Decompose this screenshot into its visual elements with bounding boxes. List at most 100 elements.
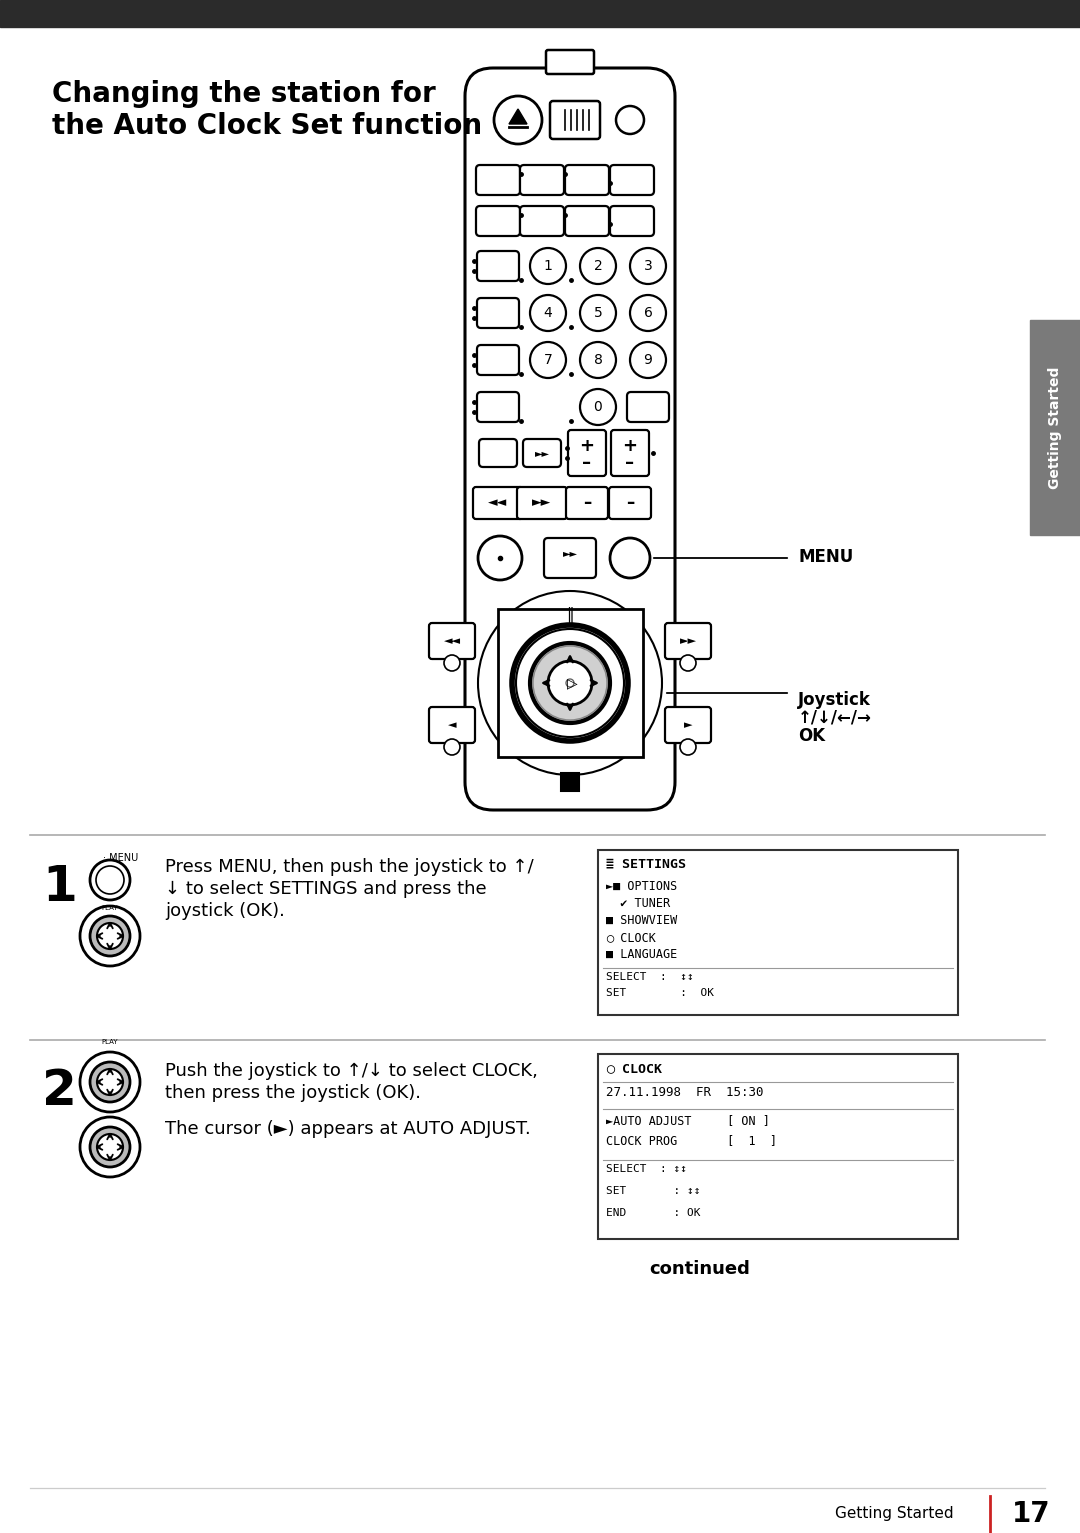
FancyBboxPatch shape xyxy=(565,166,609,195)
Text: 27.11.1998  FR  15:30: 27.11.1998 FR 15:30 xyxy=(606,1085,764,1099)
Text: ≣ SETTINGS: ≣ SETTINGS xyxy=(606,858,686,871)
Text: SET       : ↕↕: SET : ↕↕ xyxy=(606,1187,701,1196)
FancyBboxPatch shape xyxy=(665,707,711,744)
Text: ‖: ‖ xyxy=(566,607,573,622)
Text: CLOCK PROG       [  1  ]: CLOCK PROG [ 1 ] xyxy=(606,1134,777,1147)
Text: 1: 1 xyxy=(42,863,77,911)
FancyBboxPatch shape xyxy=(546,51,594,74)
FancyBboxPatch shape xyxy=(498,609,643,757)
FancyBboxPatch shape xyxy=(476,205,519,236)
Text: ►►: ►► xyxy=(679,636,697,645)
Circle shape xyxy=(630,342,666,379)
Text: The cursor (►) appears at AUTO ADJUST.: The cursor (►) appears at AUTO ADJUST. xyxy=(165,1121,530,1137)
Bar xyxy=(561,773,579,791)
Circle shape xyxy=(630,294,666,331)
FancyBboxPatch shape xyxy=(429,622,475,659)
Circle shape xyxy=(680,655,696,671)
Text: · MENU: · MENU xyxy=(103,852,138,863)
FancyBboxPatch shape xyxy=(610,166,654,195)
Text: Press MENU, then push the joystick to ↑/: Press MENU, then push the joystick to ↑/ xyxy=(165,858,534,875)
Text: ◄◄: ◄◄ xyxy=(444,636,460,645)
Text: continued: continued xyxy=(649,1260,751,1279)
Text: ■ SHOWVIEW: ■ SHOWVIEW xyxy=(606,914,677,927)
Text: ◯ CLOCK: ◯ CLOCK xyxy=(606,931,656,944)
Text: ↑/↓/←/→: ↑/↓/←/→ xyxy=(798,708,872,727)
FancyBboxPatch shape xyxy=(519,166,564,195)
Circle shape xyxy=(478,592,662,776)
Bar xyxy=(0,0,1080,28)
FancyBboxPatch shape xyxy=(477,392,519,422)
Text: ►AUTO ADJUST     [ ON ]: ►AUTO ADJUST [ ON ] xyxy=(606,1114,770,1127)
Text: ►■ OPTIONS: ►■ OPTIONS xyxy=(606,880,677,894)
FancyBboxPatch shape xyxy=(480,438,517,468)
Text: 4: 4 xyxy=(543,307,552,320)
FancyBboxPatch shape xyxy=(523,438,561,468)
Text: ►: ► xyxy=(684,721,692,730)
Circle shape xyxy=(444,739,460,754)
Text: Push the joystick to ↑/↓ to select CLOCK,: Push the joystick to ↑/↓ to select CLOCK… xyxy=(165,1062,538,1081)
Circle shape xyxy=(580,248,616,284)
Text: 1: 1 xyxy=(543,259,553,273)
Circle shape xyxy=(580,389,616,425)
FancyBboxPatch shape xyxy=(568,429,606,477)
FancyBboxPatch shape xyxy=(610,205,654,236)
Circle shape xyxy=(494,97,542,144)
FancyBboxPatch shape xyxy=(465,67,675,809)
Circle shape xyxy=(80,1052,140,1111)
Circle shape xyxy=(580,294,616,331)
FancyBboxPatch shape xyxy=(476,166,519,195)
FancyBboxPatch shape xyxy=(517,487,567,520)
Text: ►►: ►► xyxy=(563,547,578,558)
FancyBboxPatch shape xyxy=(565,205,609,236)
Circle shape xyxy=(680,739,696,754)
Circle shape xyxy=(616,106,644,133)
Text: PLAY: PLAY xyxy=(102,1039,119,1046)
Text: 2: 2 xyxy=(594,259,603,273)
Circle shape xyxy=(512,625,627,740)
Circle shape xyxy=(97,923,123,949)
Circle shape xyxy=(97,1134,123,1160)
Text: –: – xyxy=(626,494,634,512)
FancyBboxPatch shape xyxy=(477,251,519,281)
Circle shape xyxy=(530,248,566,284)
Text: 0: 0 xyxy=(594,400,603,414)
Text: then press the joystick (OK).: then press the joystick (OK). xyxy=(165,1084,421,1102)
Text: 8: 8 xyxy=(594,353,603,366)
Text: ◯ CLOCK: ◯ CLOCK xyxy=(606,1062,662,1075)
Text: ✔ TUNER: ✔ TUNER xyxy=(606,897,670,911)
Text: –: – xyxy=(625,454,635,472)
FancyBboxPatch shape xyxy=(477,345,519,376)
Text: SELECT  : ↕↕: SELECT : ↕↕ xyxy=(606,1164,687,1174)
Circle shape xyxy=(548,661,592,705)
FancyBboxPatch shape xyxy=(566,487,608,520)
Circle shape xyxy=(96,866,124,894)
Text: Getting Started: Getting Started xyxy=(835,1505,954,1521)
Text: ▷: ▷ xyxy=(567,676,578,690)
Circle shape xyxy=(534,645,607,721)
FancyBboxPatch shape xyxy=(627,392,669,422)
Circle shape xyxy=(90,1062,130,1102)
Text: PLAY: PLAY xyxy=(102,904,119,911)
Circle shape xyxy=(90,1127,130,1167)
Bar xyxy=(598,849,958,1015)
Text: 7: 7 xyxy=(543,353,552,366)
Text: 9: 9 xyxy=(644,353,652,366)
FancyBboxPatch shape xyxy=(665,622,711,659)
Text: –: – xyxy=(582,454,592,472)
Text: MENU: MENU xyxy=(798,547,853,566)
Text: +: + xyxy=(622,437,637,455)
Text: Getting Started: Getting Started xyxy=(1048,366,1062,489)
Circle shape xyxy=(610,538,650,578)
Polygon shape xyxy=(509,109,527,124)
Circle shape xyxy=(530,294,566,331)
Text: +: + xyxy=(580,437,594,455)
Text: ◄◄: ◄◄ xyxy=(488,497,508,509)
Text: 3: 3 xyxy=(644,259,652,273)
Circle shape xyxy=(516,629,624,737)
FancyBboxPatch shape xyxy=(477,297,519,328)
Text: ►►: ►► xyxy=(532,497,552,509)
Text: 17: 17 xyxy=(1012,1499,1051,1528)
Circle shape xyxy=(90,917,130,957)
Circle shape xyxy=(97,1069,123,1095)
Text: 5: 5 xyxy=(594,307,603,320)
